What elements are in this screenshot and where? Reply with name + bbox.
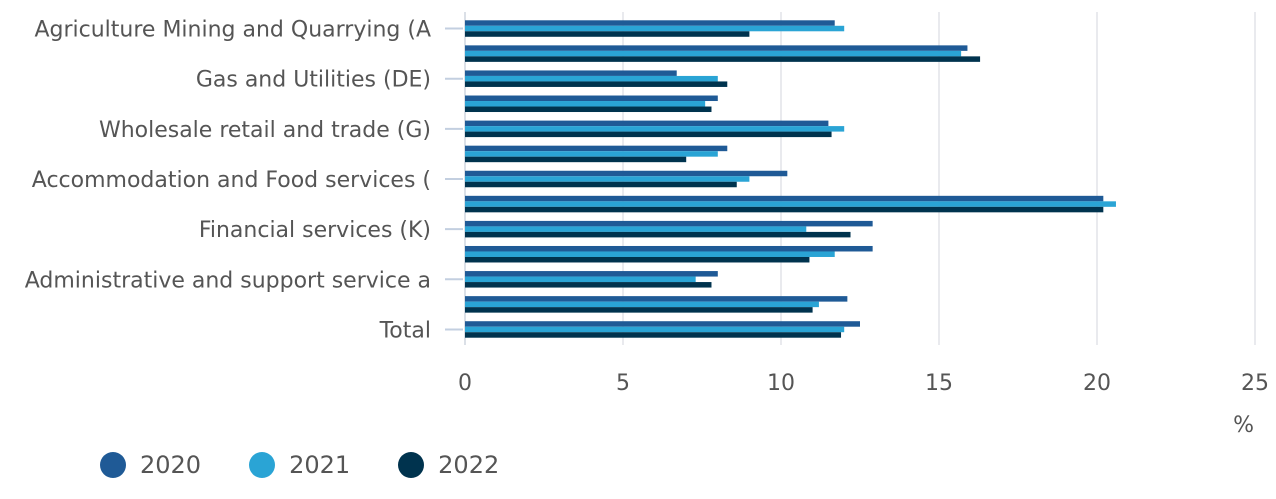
legend-label-2022: 2022 — [438, 451, 500, 479]
y-tick-marks — [445, 27, 463, 331]
bars — [465, 20, 1116, 338]
bar-2022[interactable] — [465, 156, 687, 163]
bar-2022[interactable] — [465, 332, 842, 338]
x-tick-label: 20 — [1083, 371, 1111, 396]
bar-2020[interactable] — [465, 45, 968, 51]
bar-2021[interactable] — [465, 126, 845, 132]
bar-2021[interactable] — [465, 75, 718, 82]
legend-swatch-2020 — [100, 452, 126, 478]
bar-2021[interactable] — [465, 201, 1116, 207]
bar-2020[interactable] — [465, 321, 860, 327]
bar-2020[interactable] — [465, 120, 829, 127]
legend-item-2022[interactable]: 2022 — [398, 451, 499, 479]
y-tick-label: Financial services (K) — [199, 218, 431, 243]
bar-2020[interactable] — [465, 195, 1104, 202]
legend-label-2021: 2021 — [289, 451, 351, 479]
bar-2022[interactable] — [465, 131, 832, 138]
bar-2021[interactable] — [465, 101, 706, 107]
bar-2020[interactable] — [465, 70, 677, 76]
bar-2020[interactable] — [465, 296, 848, 302]
bar-2021[interactable] — [465, 176, 750, 182]
bar-2021[interactable] — [465, 301, 819, 308]
bar-2020[interactable] — [465, 95, 718, 102]
bar-2020[interactable] — [465, 170, 788, 177]
gridlines — [464, 12, 1256, 345]
legend-item-2021[interactable]: 2021 — [249, 451, 350, 479]
bar-2022[interactable] — [465, 256, 810, 263]
bar-2020[interactable] — [465, 145, 728, 152]
bar-2022[interactable] — [465, 31, 750, 37]
bar-2022[interactable] — [465, 206, 1104, 213]
bar-2022[interactable] — [465, 307, 813, 313]
bar-2022[interactable] — [465, 282, 712, 288]
legend-item-2020[interactable]: 2020 — [100, 451, 201, 479]
x-tick-label: 15 — [925, 371, 953, 396]
bar-2022[interactable] — [465, 231, 851, 238]
bar-2021[interactable] — [465, 25, 845, 32]
bar-2021[interactable] — [465, 151, 718, 157]
x-axis-unit: % — [1233, 413, 1254, 438]
legend: 2020 2021 2022 — [100, 440, 547, 490]
bar-2020[interactable] — [465, 271, 718, 277]
x-tick-label: 5 — [616, 371, 630, 396]
legend-swatch-2022 — [398, 452, 425, 478]
bar-2022[interactable] — [465, 56, 981, 62]
y-tick-label: Total — [379, 318, 431, 343]
y-tick-label: Accommodation and Food services ( — [32, 168, 431, 193]
bar-2022[interactable] — [465, 81, 728, 87]
y-tick-label: Agriculture Mining and Quarrying (A — [34, 18, 431, 43]
bar-2021[interactable] — [465, 276, 696, 283]
bar-2020[interactable] — [465, 20, 835, 26]
x-tick-label: 0 — [458, 371, 472, 396]
bar-2021[interactable] — [465, 251, 835, 257]
bar-2020[interactable] — [465, 220, 873, 227]
y-tick-label: Administrative and support service a — [25, 268, 431, 293]
bar-2022[interactable] — [465, 106, 712, 113]
x-axis-labels: 0 5 10 15 20 25 — [458, 371, 1269, 396]
legend-label-2020: 2020 — [140, 451, 202, 479]
legend-swatch-2021 — [249, 452, 276, 478]
y-tick-label: Wholesale retail and trade (G) — [99, 118, 431, 143]
bar-2021[interactable] — [465, 50, 962, 57]
y-tick-label: Gas and Utilities (DE) — [196, 68, 431, 93]
x-tick-label: 25 — [1241, 371, 1269, 396]
bar-2021[interactable] — [465, 226, 807, 232]
bar-2021[interactable] — [465, 326, 845, 333]
bar-2022[interactable] — [465, 181, 737, 188]
y-axis-labels: Agriculture Mining and Quarrying (A Gas a… — [25, 18, 431, 344]
x-tick-label: 10 — [767, 371, 795, 396]
bar-2020[interactable] — [465, 245, 873, 252]
